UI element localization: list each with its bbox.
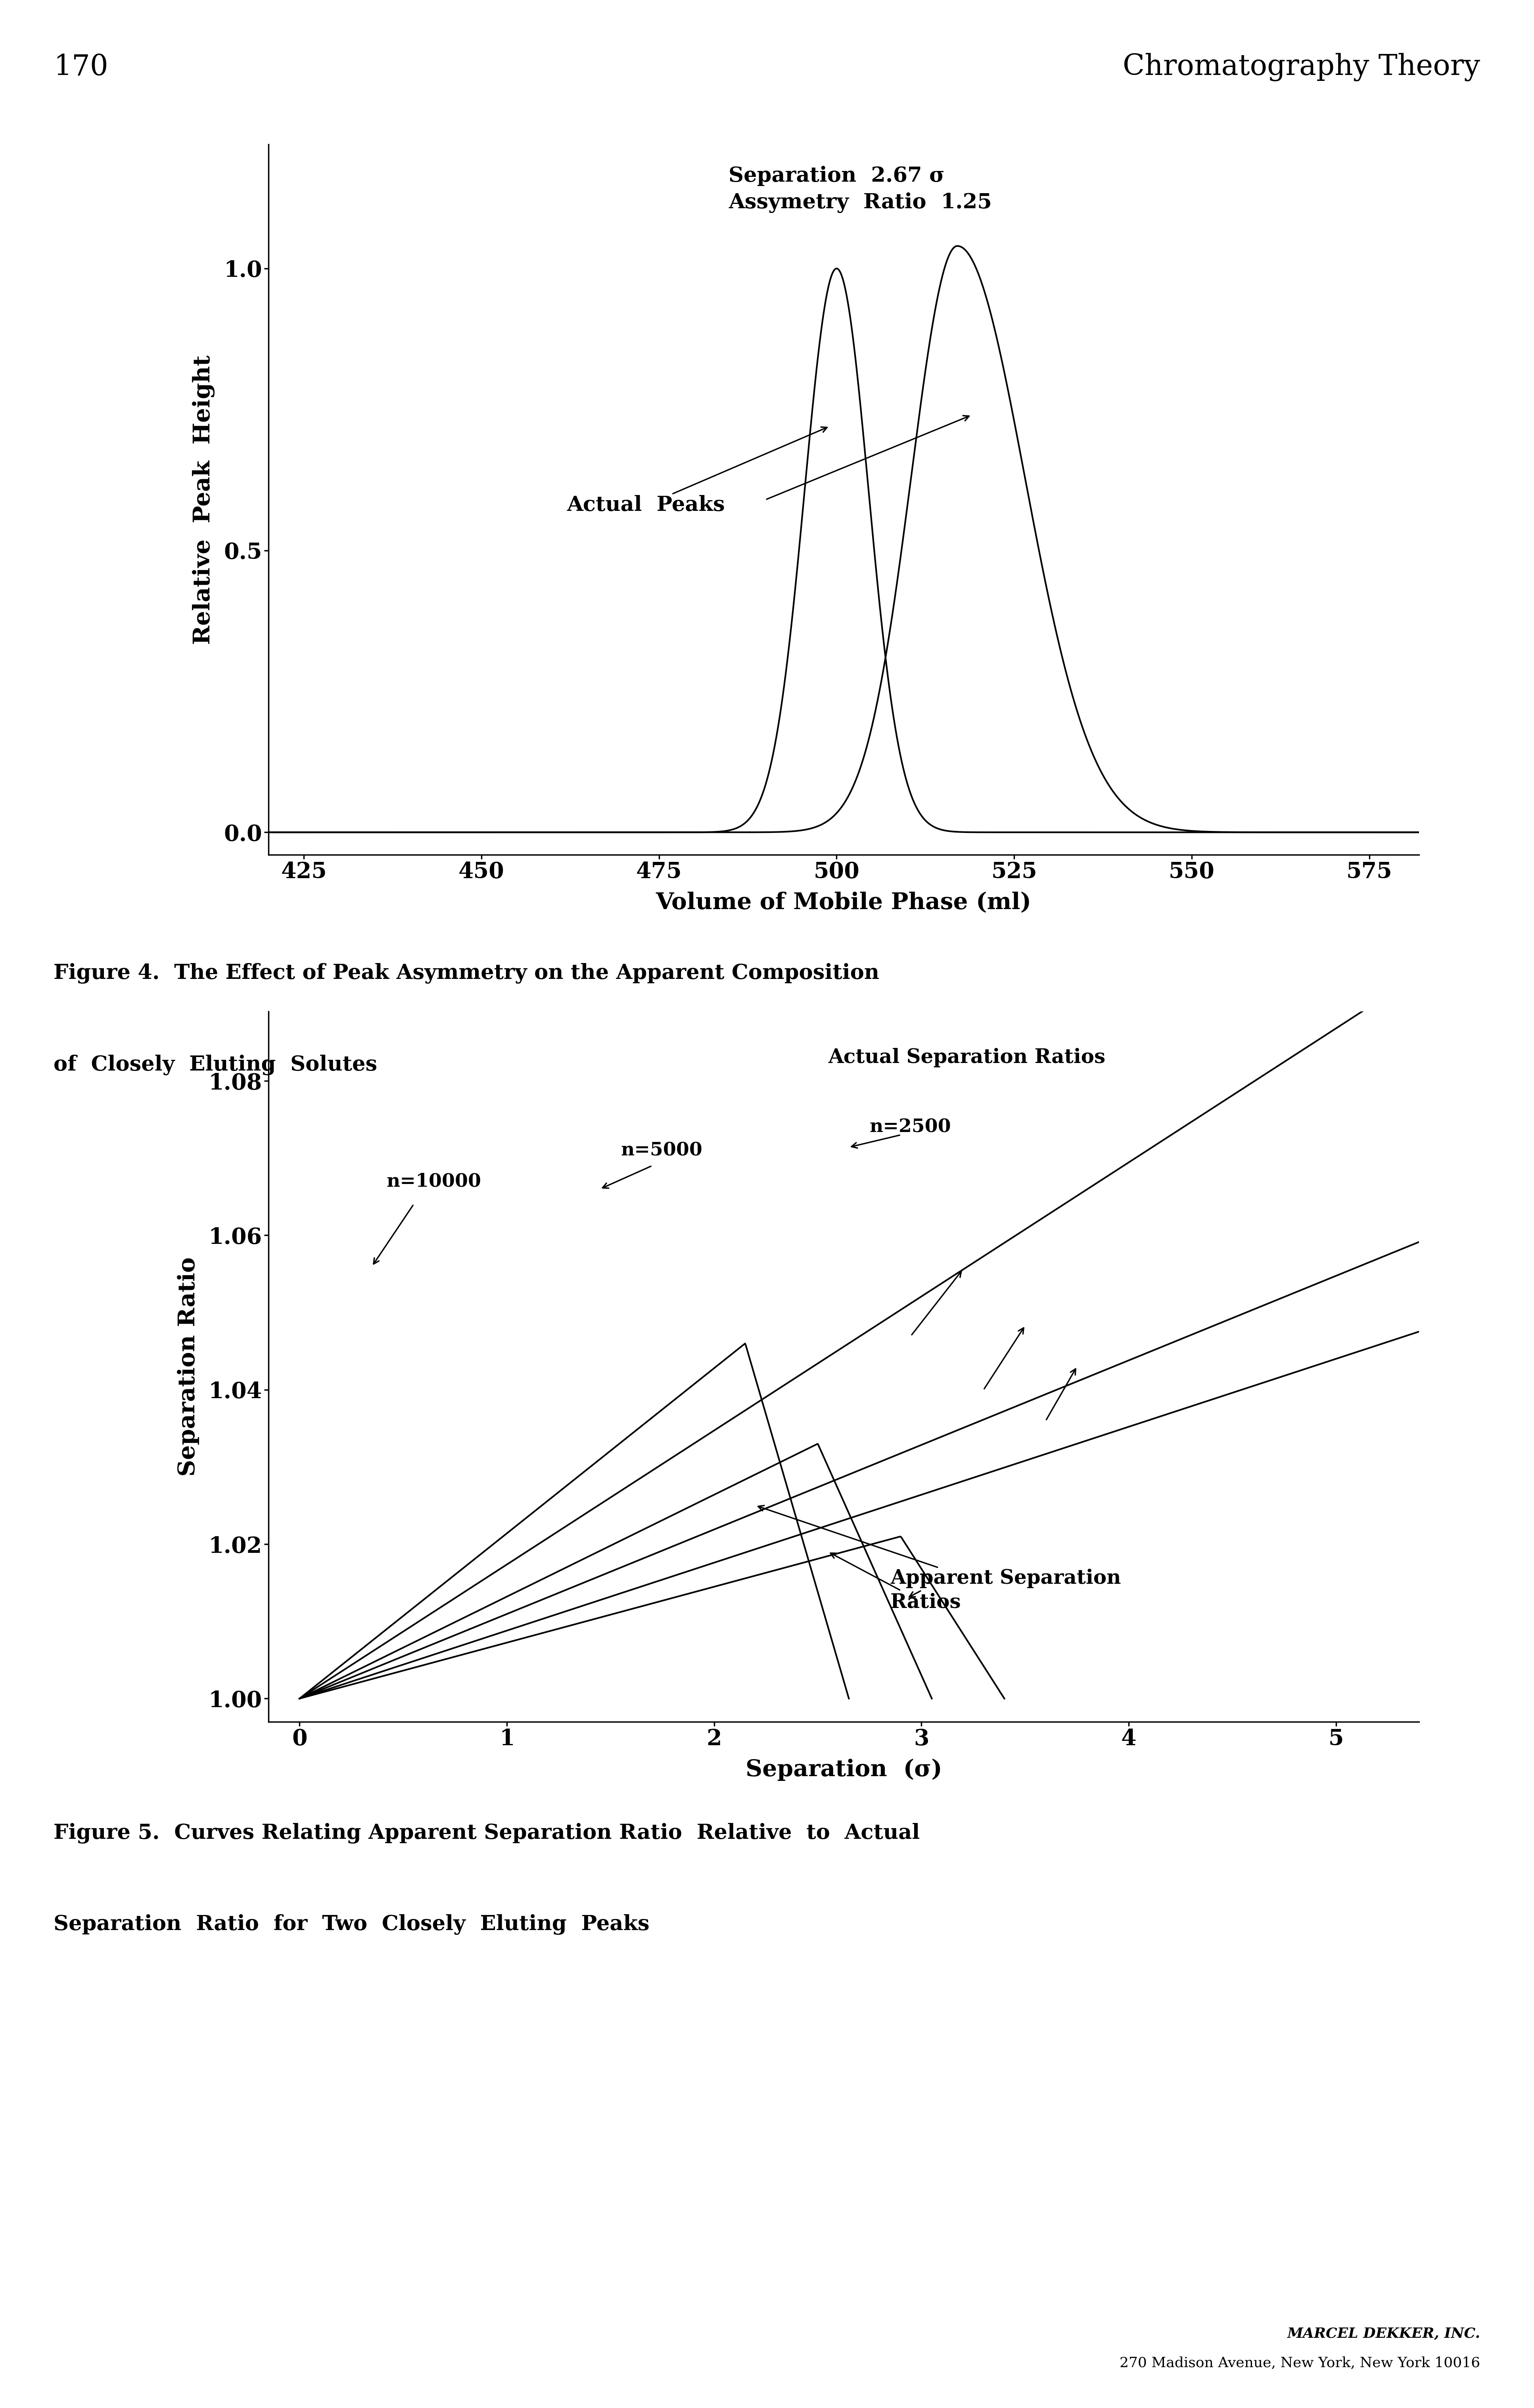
Text: n=2500: n=2500 — [870, 1117, 951, 1137]
Text: MARCEL DEKKER, INC.: MARCEL DEKKER, INC. — [1287, 2326, 1480, 2341]
Text: Actual  Peaks: Actual Peaks — [566, 426, 827, 515]
Text: n=10000: n=10000 — [387, 1173, 482, 1190]
Text: Apparent Separation
Ratios: Apparent Separation Ratios — [758, 1505, 1121, 1611]
Text: Actual Separation Ratios: Actual Separation Ratios — [828, 1047, 1106, 1067]
Y-axis label: Relative  Peak  Height: Relative Peak Height — [192, 354, 215, 645]
Text: Separation  2.67 σ
Assymetry  Ratio  1.25: Separation 2.67 σ Assymetry Ratio 1.25 — [729, 166, 992, 212]
Y-axis label: Separation Ratio: Separation Ratio — [178, 1257, 199, 1476]
Text: 270 Madison Avenue, New York, New York 10016: 270 Madison Avenue, New York, New York 1… — [1120, 2355, 1480, 2369]
Text: Chromatography Theory: Chromatography Theory — [1123, 53, 1480, 82]
Text: Figure 4.  The Effect of Peak Asymmetry on the Apparent Composition: Figure 4. The Effect of Peak Asymmetry o… — [54, 963, 879, 985]
Text: of  Closely  Eluting  Solutes: of Closely Eluting Solutes — [54, 1055, 377, 1076]
X-axis label: Volume of Mobile Phase (ml): Volume of Mobile Phase (ml) — [657, 891, 1031, 915]
Text: Figure 5.  Curves Relating Apparent Separation Ratio  Relative  to  Actual: Figure 5. Curves Relating Apparent Separ… — [54, 1823, 920, 1845]
Text: n=5000: n=5000 — [621, 1141, 703, 1161]
X-axis label: Separation  (σ): Separation (σ) — [746, 1758, 942, 1782]
Text: Separation  Ratio  for  Two  Closely  Eluting  Peaks: Separation Ratio for Two Closely Eluting… — [54, 1914, 649, 1936]
Text: 170: 170 — [54, 53, 109, 82]
